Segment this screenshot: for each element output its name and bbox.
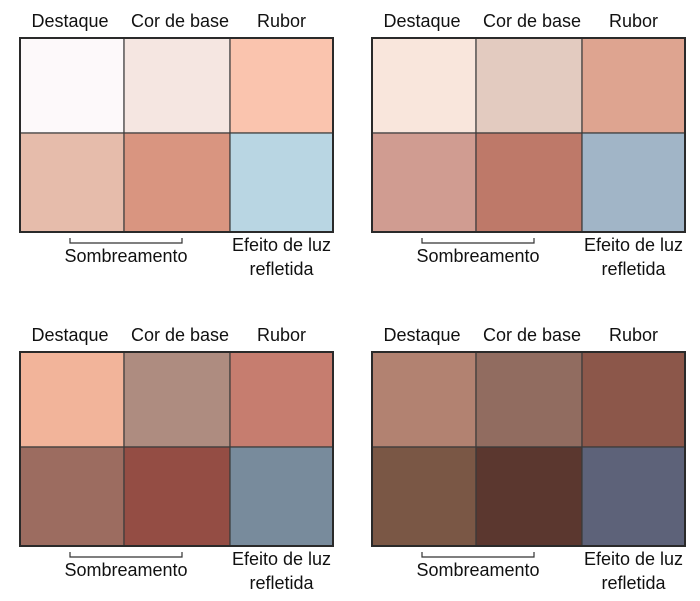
swatch [581, 132, 686, 233]
swatch [475, 446, 583, 547]
shadow-label: Sombreamento [64, 560, 187, 580]
swatch [581, 351, 686, 448]
reflected-label: refletida [249, 259, 314, 279]
swatch [229, 37, 334, 134]
reflected-label: Efeito de luz [232, 549, 331, 569]
reflected-label: Efeito de luz [584, 235, 683, 255]
shadow-bracket [69, 238, 183, 244]
base-label: Cor de base [131, 11, 229, 31]
highlight-label: Destaque [383, 325, 460, 345]
palette-border [19, 351, 334, 547]
swatch [229, 351, 334, 448]
swatch [475, 351, 583, 448]
swatch [371, 351, 477, 448]
swatch [19, 446, 125, 547]
shadow-bracket [69, 552, 183, 558]
palette-border [371, 37, 686, 233]
blush-label: Rubor [257, 11, 306, 31]
swatch [19, 351, 125, 448]
highlight-label: Destaque [383, 11, 460, 31]
swatch [229, 446, 334, 547]
reflected-label: Efeito de luz [584, 549, 683, 569]
swatch [475, 37, 583, 134]
swatch [229, 132, 334, 233]
swatch [371, 446, 477, 547]
swatch [581, 446, 686, 547]
reflected-label: refletida [249, 573, 314, 593]
blush-label: Rubor [257, 325, 306, 345]
highlight-label: Destaque [31, 11, 108, 31]
swatch [475, 132, 583, 233]
shadow-label: Sombreamento [416, 560, 539, 580]
palette-border [19, 37, 334, 233]
highlight-label: Destaque [31, 325, 108, 345]
swatch [19, 132, 125, 233]
blush-label: Rubor [609, 11, 658, 31]
swatch [123, 37, 231, 134]
reflected-label: refletida [601, 573, 666, 593]
shadow-label: Sombreamento [64, 246, 187, 266]
base-label: Cor de base [483, 11, 581, 31]
swatch [371, 37, 477, 134]
shadow-bracket [421, 238, 535, 244]
swatch [19, 37, 125, 134]
base-label: Cor de base [131, 325, 229, 345]
swatch [123, 446, 231, 547]
shadow-label: Sombreamento [416, 246, 539, 266]
swatch [123, 132, 231, 233]
shadow-bracket [421, 552, 535, 558]
base-label: Cor de base [483, 325, 581, 345]
reflected-label: Efeito de luz [232, 235, 331, 255]
reflected-label: refletida [601, 259, 666, 279]
palette-border [371, 351, 686, 547]
swatch [581, 37, 686, 134]
swatch [371, 132, 477, 233]
swatch [123, 351, 231, 448]
blush-label: Rubor [609, 325, 658, 345]
